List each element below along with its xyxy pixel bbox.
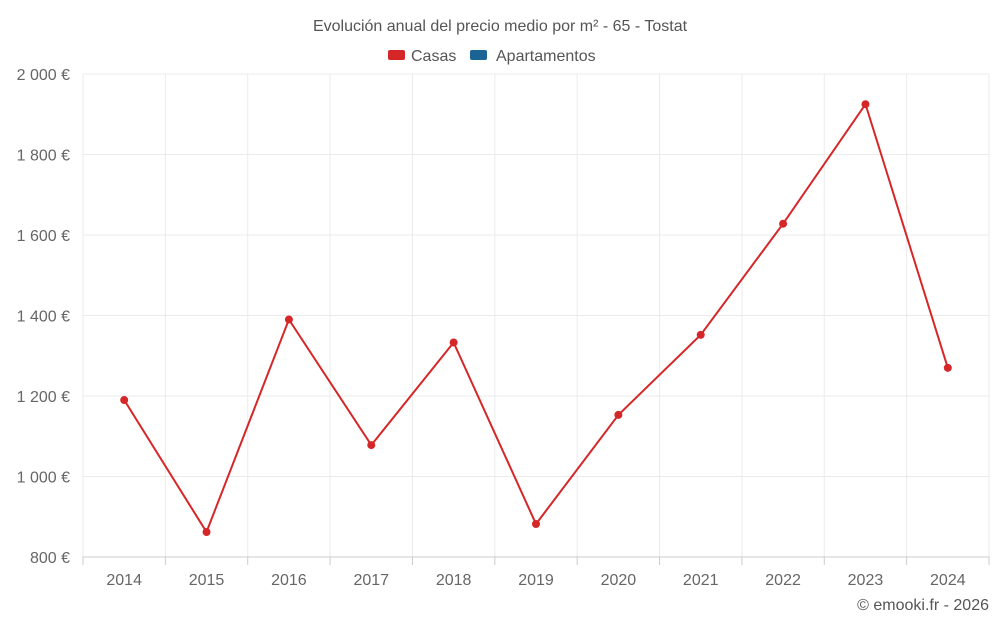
data-point-casas-2017 (367, 441, 376, 450)
data-point-casas-2018 (449, 338, 458, 347)
y-tick-label: 1 600 € (17, 228, 70, 245)
x-tick-label: 2021 (683, 572, 719, 589)
x-tick-label: 2023 (848, 572, 884, 589)
legend-item-casas[interactable]: Casas (388, 48, 456, 65)
credit: © emooki.fr - 2026 (857, 597, 989, 614)
data-point-casas-2024 (943, 363, 952, 372)
legend-swatch-apartamentos (470, 50, 487, 60)
x-tick-label: 2018 (436, 572, 472, 589)
legend-label-apartamentos: Apartamentos (496, 48, 596, 65)
x-tick-label: 2020 (601, 572, 637, 589)
y-axis: 800 € 1 000 € 1 200 € 1 400 € 1 600 € 1 800 €… (17, 67, 70, 567)
data-point-casas-2022 (779, 219, 788, 228)
y-tick-label: 1 000 € (17, 470, 70, 487)
data-point-casas-2014 (120, 396, 129, 405)
data-point-casas-2016 (284, 315, 293, 324)
y-tick-label: 1 800 € (17, 148, 70, 165)
grid (82, 73, 990, 557)
data-point-casas-2020 (614, 410, 623, 419)
x-tick-label: 2022 (765, 572, 801, 589)
legend-swatch-casas (388, 50, 405, 60)
legend[interactable]: Casas Apartamentos (388, 48, 596, 65)
x-tick-label: 2014 (106, 572, 142, 589)
x-tick-label: 2016 (271, 572, 307, 589)
y-tick-label: 1 400 € (17, 309, 70, 326)
chart-title: Evolución anual del precio medio por m² … (313, 18, 688, 35)
data-point-casas-2021 (696, 330, 705, 339)
legend-label-casas: Casas (411, 48, 456, 65)
x-axis: 2014 2015 2016 2017 2018 2019 2020 2021 2022 2023… (82, 556, 990, 589)
data-point-casas-2019 (532, 519, 540, 528)
y-tick-label: 2 000 € (17, 67, 70, 84)
legend-item-apartamentos[interactable]: Apartamentos (470, 48, 596, 65)
y-tick-label: 1 200 € (17, 389, 70, 406)
data-point-casas-2015 (202, 528, 211, 537)
x-tick-label: 2024 (930, 572, 966, 589)
series (120, 100, 952, 537)
data-point-casas-2023 (861, 100, 870, 109)
x-tick-label: 2015 (189, 572, 225, 589)
x-tick-label: 2017 (353, 572, 389, 589)
y-tick-label: 800 € (30, 550, 70, 567)
x-tick-label: 2019 (518, 572, 554, 589)
